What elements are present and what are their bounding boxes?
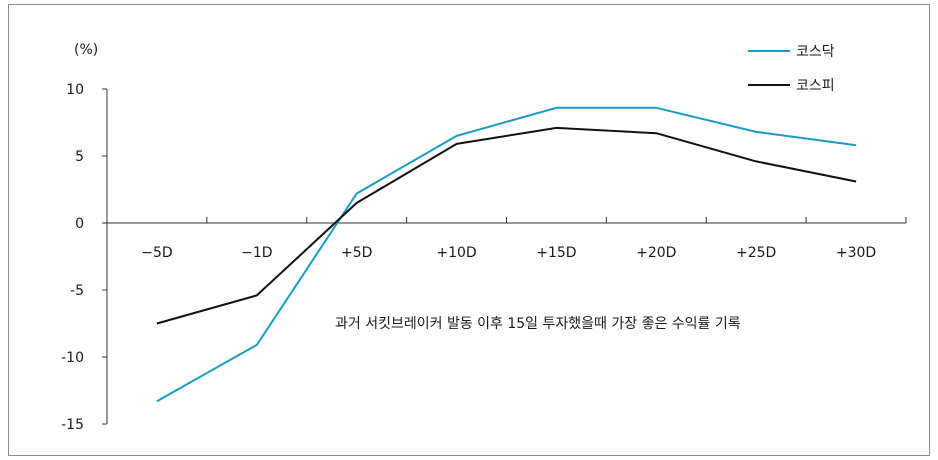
chart-frame — [8, 4, 930, 456]
legend: 코스닥 코스피 — [748, 44, 835, 94]
y-tick-label: 0 — [75, 216, 84, 232]
y-tick-label: -15 — [61, 417, 84, 433]
x-tick-label: +25D — [736, 245, 776, 261]
x-tick-label: +20D — [636, 245, 676, 261]
y-axis: 10 5 0 -5 -10 -15 — [61, 82, 108, 433]
x-tick-label: +5D — [341, 245, 372, 261]
series-group — [156, 106, 857, 403]
legend-label-kosdaq: 코스닥 — [796, 44, 835, 60]
chart-annotation: 과거 서킷브레이커 발동 이후 15일 투자했을때 가장 좋은 수익률 기록 — [335, 316, 741, 332]
y-tick-label: -5 — [70, 283, 84, 299]
series-line-kospi — [156, 126, 857, 325]
x-tick-label: +10D — [436, 245, 476, 261]
y-tick-label: -10 — [61, 350, 84, 366]
x-tick-label: +15D — [536, 245, 576, 261]
x-tick-label: −5D — [141, 245, 172, 261]
x-tick-label: +30D — [836, 245, 876, 261]
x-axis: −5D −1D +5D +10D +15D +20D +25D +30D — [106, 217, 907, 261]
y-tick-label: 10 — [66, 82, 84, 98]
y-unit-label: (%) — [74, 42, 98, 58]
legend-label-kospi: 코스피 — [796, 78, 835, 94]
x-tick-label: −1D — [241, 245, 272, 261]
y-tick-label: 5 — [75, 149, 84, 165]
series-line-kosdaq — [156, 106, 857, 403]
